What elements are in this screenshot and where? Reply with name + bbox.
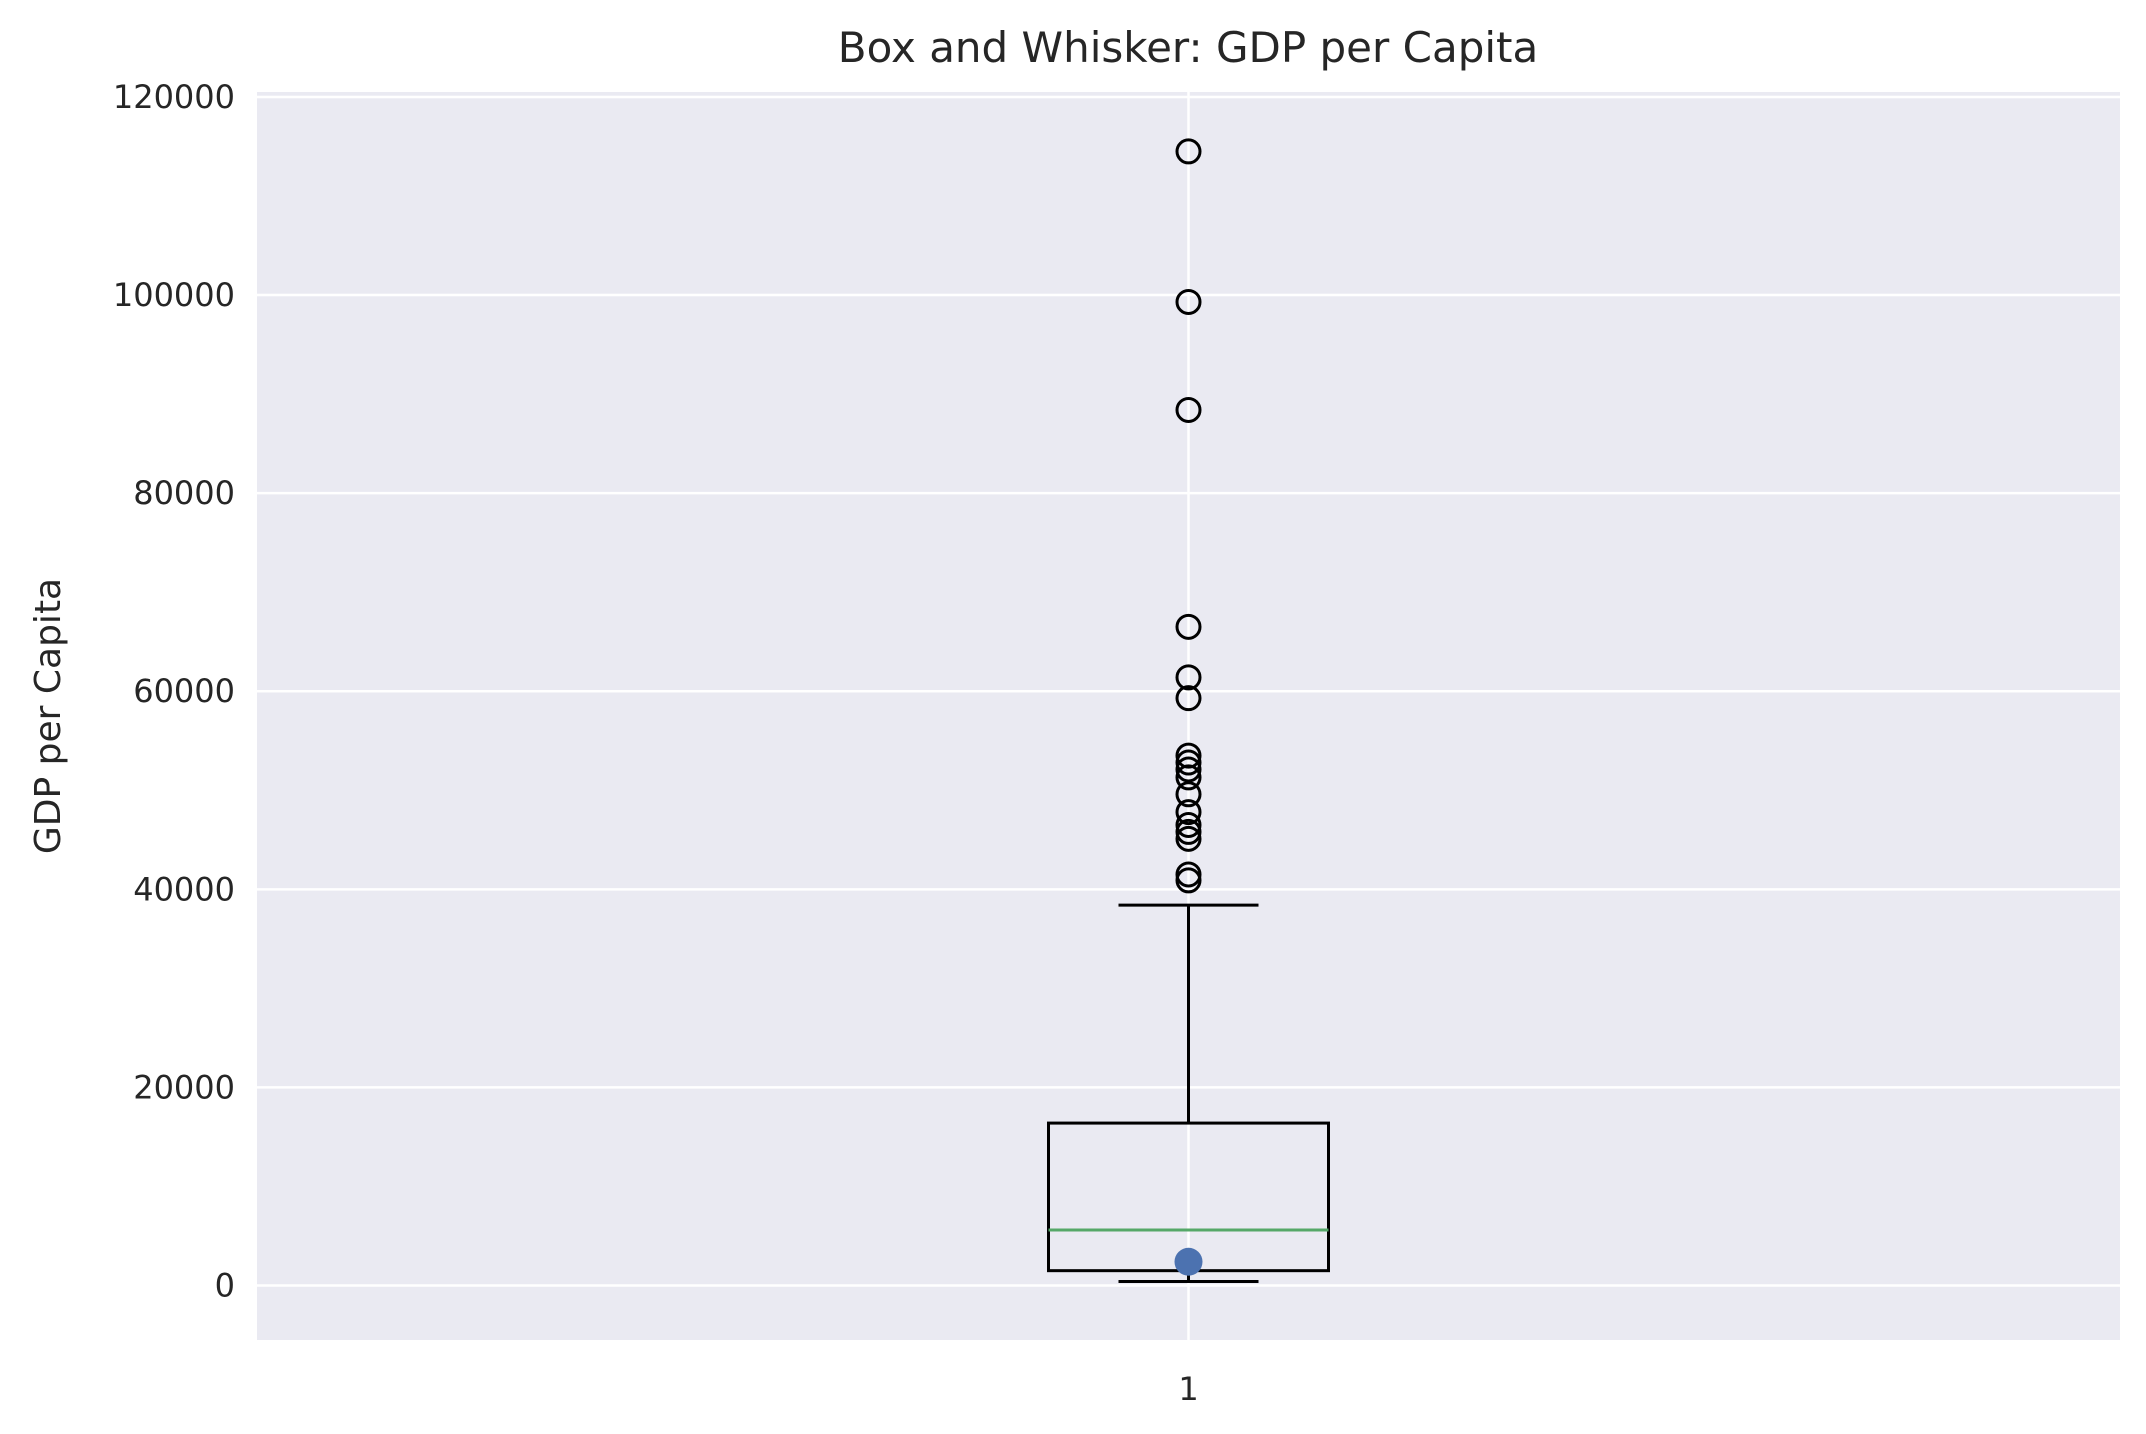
outlier-point [1175,396,1202,423]
outlier-point [1175,288,1202,315]
y-tick-label: 80000 [133,474,235,512]
x-tick-labels: 1 [1178,1370,1198,1408]
outlier-point [1175,685,1202,712]
outlier-points [1174,138,1203,1276]
chart-title: Box and Whisker: GDP per Capita [838,23,1538,72]
outlier-point [1175,138,1202,165]
y-tick-label: 0 [215,1267,235,1305]
outlier-point [1175,764,1202,791]
y-tick-label: 100000 [113,276,235,314]
outlier-point [1175,664,1202,691]
y-tick-label: 40000 [133,870,235,908]
outlier-point [1175,613,1202,640]
outlier-point [1175,867,1202,894]
outlier-point [1175,749,1202,776]
scatter-point [1174,1247,1203,1276]
y-tick-label: 120000 [113,78,235,116]
y-tick-label: 20000 [133,1068,235,1106]
outlier-point [1175,799,1202,826]
y-tick-label: 60000 [133,672,235,710]
outlier-point [1175,818,1202,845]
outlier-point [1175,825,1202,852]
outlier-point [1175,756,1202,783]
y-tick-labels: 0 20000 40000 60000 80000 100000 120000 [113,78,235,1305]
y-axis-label: GDP per Capita [28,578,69,854]
x-tick-label: 1 [1178,1370,1198,1408]
outlier-point [1175,781,1202,808]
outlier-point [1175,811,1202,838]
